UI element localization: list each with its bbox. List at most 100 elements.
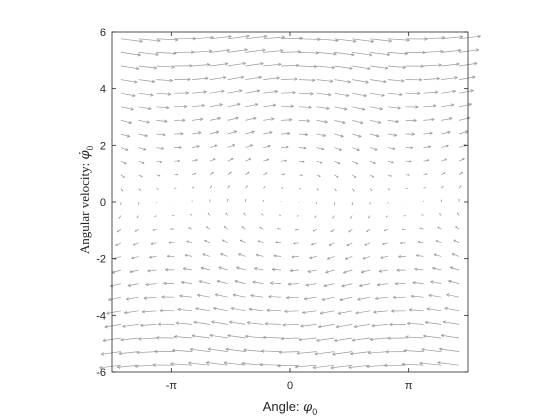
vector-arrow — [423, 77, 440, 81]
vector-arrow — [261, 213, 264, 216]
vector-arrow — [138, 106, 152, 111]
vector-arrow — [125, 296, 139, 301]
vector-arrow — [284, 309, 299, 314]
vector-arrow — [156, 188, 159, 190]
vector-arrow — [428, 293, 442, 298]
vector-arrow — [421, 348, 442, 352]
vector-arrow — [405, 187, 408, 190]
vector-arrow — [453, 239, 460, 244]
vector-arrow — [437, 226, 442, 230]
vector-arrow — [441, 103, 455, 108]
vector-arrow — [205, 361, 228, 366]
vector-arrow — [344, 256, 353, 260]
vector-arrow — [298, 132, 309, 137]
vector-arrow — [348, 364, 371, 369]
vector-arrow — [369, 337, 388, 341]
vector-arrow — [362, 256, 371, 260]
vector-arrow — [334, 106, 348, 111]
vector-arrow — [209, 75, 227, 80]
vector-arrow — [419, 227, 424, 230]
vector-arrow — [177, 307, 193, 312]
vector-arrow — [209, 144, 218, 148]
vector-arrow — [259, 362, 282, 367]
vector-arrow — [449, 266, 460, 271]
plot-frame — [111, 31, 469, 373]
vector-arrow — [303, 296, 317, 301]
vector-arrow — [209, 62, 229, 67]
vector-arrow — [316, 147, 325, 151]
vector-arrow — [182, 267, 193, 271]
vector-arrow — [352, 65, 371, 71]
vector-arrow — [319, 310, 335, 315]
vector-arrow — [116, 228, 122, 233]
vector-arrow — [188, 227, 193, 230]
vector-arrow — [314, 351, 335, 356]
vector-arrow — [218, 266, 228, 271]
vector-arrow — [263, 49, 284, 53]
vector-arrow — [353, 324, 371, 329]
vector-arrow — [197, 293, 210, 298]
vector-arrow — [140, 323, 157, 327]
vector-arrow — [405, 91, 421, 96]
vector-arrow — [444, 306, 460, 312]
vector-arrow — [423, 49, 444, 54]
vector-arrow — [412, 281, 424, 285]
y-axis-label-prefix: Angular velocity: — [77, 160, 92, 255]
vector-arrow — [455, 226, 460, 230]
vector-arrow — [131, 256, 139, 260]
vector-arrow — [348, 228, 353, 233]
vector-arrow — [352, 92, 367, 98]
vector-arrow — [220, 253, 228, 257]
vector-arrow — [280, 187, 284, 189]
vector-arrow — [328, 242, 335, 246]
vector-arrow — [396, 268, 406, 272]
vector-arrow — [311, 242, 317, 246]
vector-arrow — [332, 351, 353, 356]
vector-arrow — [200, 266, 210, 271]
vector-arrow — [174, 77, 191, 82]
vector-arrow — [281, 104, 294, 108]
vector-arrow — [227, 48, 248, 53]
vector-arrow — [227, 185, 230, 189]
vector-arrow — [291, 255, 299, 259]
vector-arrow — [350, 215, 353, 219]
vector-arrow — [439, 347, 460, 352]
vector-arrow — [106, 310, 121, 315]
vector-arrow — [156, 92, 172, 96]
vector-arrow — [298, 92, 314, 96]
vector-arrow — [174, 132, 184, 136]
vector-arrow — [262, 200, 264, 202]
vector-arrow — [458, 171, 464, 176]
vector-arrow — [387, 92, 403, 97]
vector-arrow — [225, 347, 246, 352]
vector-arrow — [120, 38, 143, 43]
vector-arrow — [273, 254, 282, 258]
vector-arrow — [286, 296, 299, 300]
vector-arrow — [227, 75, 245, 80]
vector-arrow — [192, 90, 207, 94]
vector-arrow — [188, 361, 210, 366]
vector-arrow — [227, 34, 250, 40]
vector-arrow — [120, 79, 138, 84]
vector-arrow — [316, 160, 323, 164]
vector-arrow — [179, 294, 193, 298]
vector-arrow — [138, 133, 148, 138]
y-axis-label-symbol: φ̇ — [78, 150, 93, 160]
vector-arrow — [122, 324, 139, 328]
vector-arrow — [134, 228, 139, 232]
vector-arrow — [111, 269, 122, 274]
vector-arrow — [279, 214, 282, 216]
vector-arrow — [259, 227, 264, 230]
vector-arrow — [298, 146, 307, 150]
vector-arrow — [407, 321, 424, 326]
vector-arrow — [263, 117, 275, 121]
vector-arrow — [459, 48, 480, 53]
x-axis-ticks: -π 0 π — [166, 32, 413, 392]
vector-arrow — [227, 116, 239, 121]
vector-arrow — [120, 147, 129, 151]
vector-arrow — [405, 105, 419, 109]
vector-arrow — [216, 279, 228, 284]
vector-arrow — [330, 228, 335, 233]
vector-arrow — [334, 38, 357, 43]
